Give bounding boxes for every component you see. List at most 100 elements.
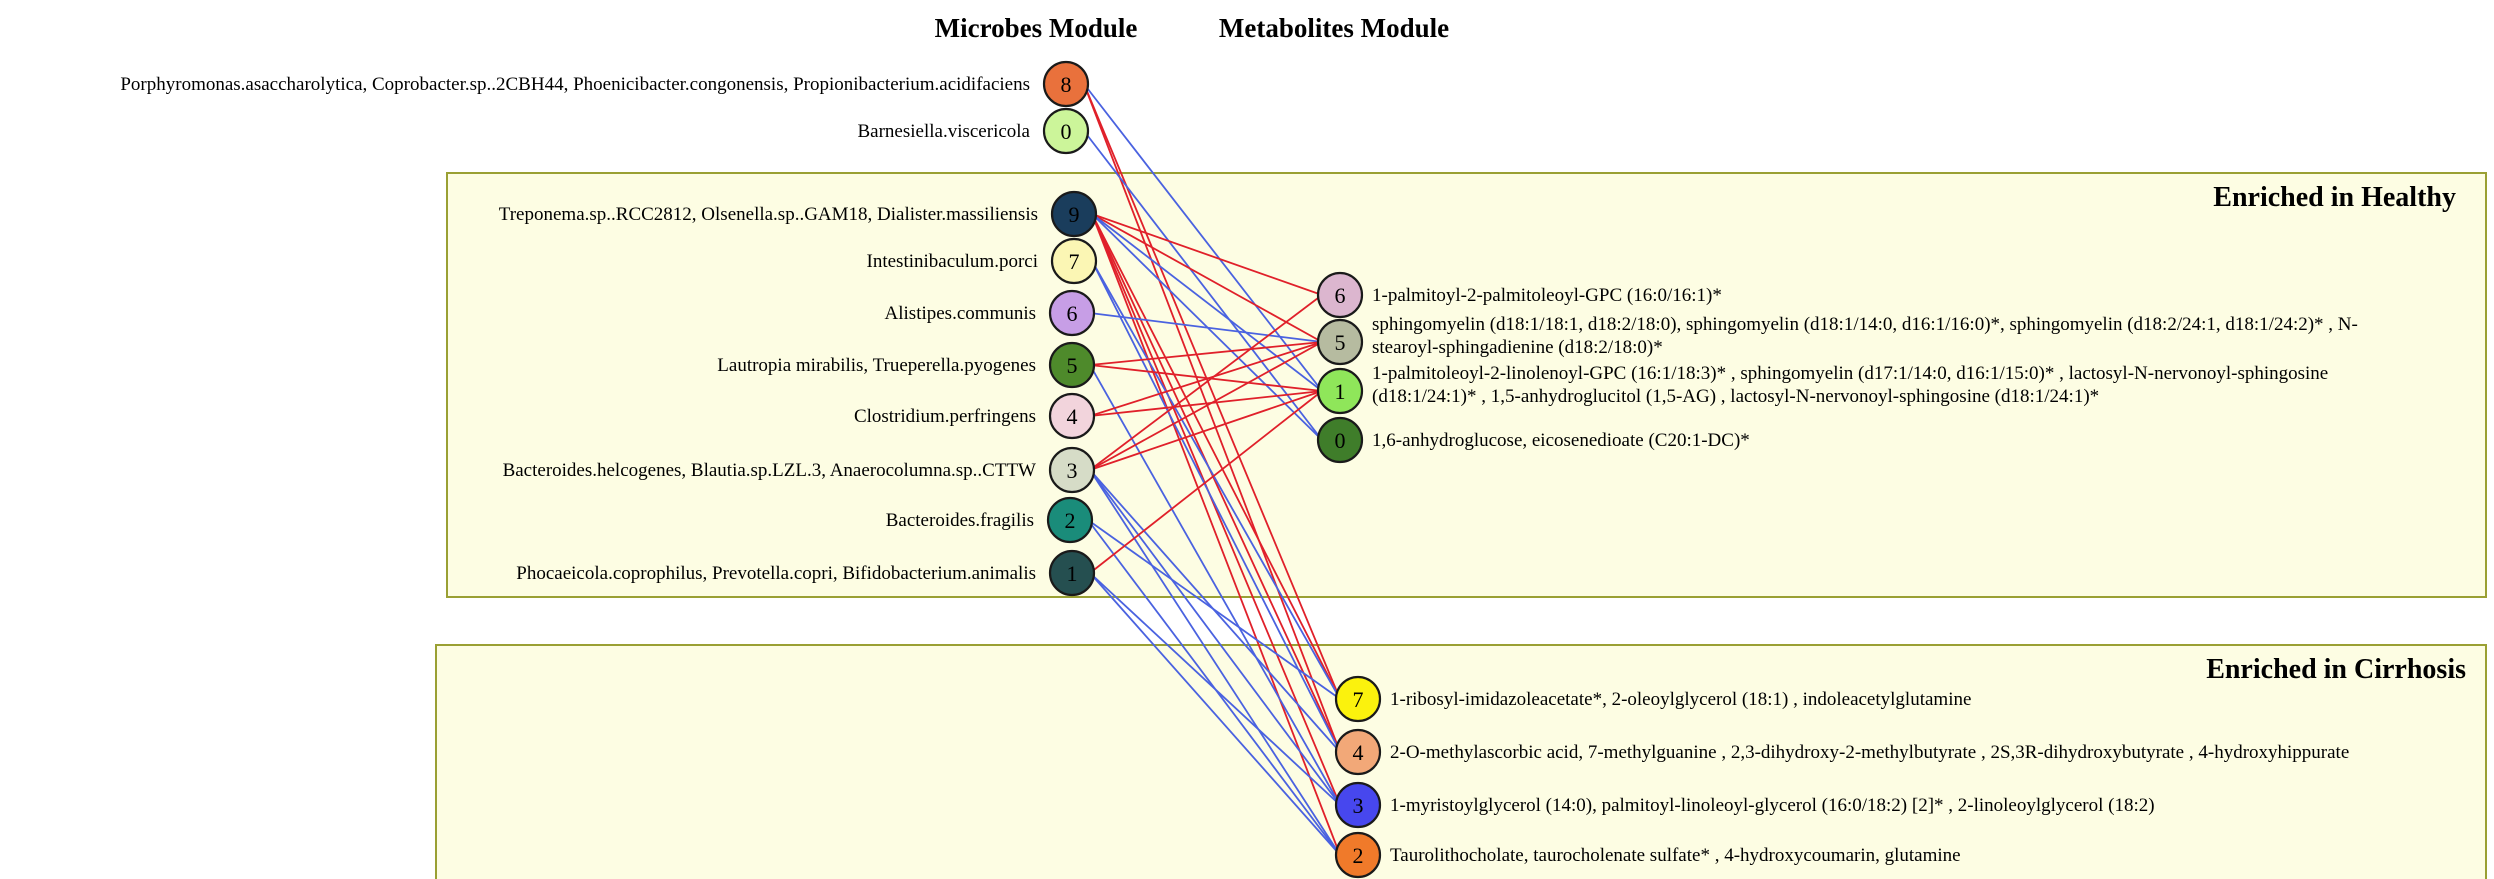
edge-microbe-1-to-metabolite-2 — [1089, 572, 1341, 856]
edge-microbe-0-to-metabolite-0 — [1083, 130, 1323, 441]
microbe-node-number: 9 — [1069, 202, 1080, 227]
microbe-node-circle — [1048, 549, 1096, 597]
microbe-node-circle — [1042, 60, 1090, 108]
metabolite-node-circle — [1316, 416, 1364, 464]
edge-microbe-5-to-metabolite-5 — [1089, 341, 1323, 366]
metabolite-node-number: 2 — [1353, 843, 1364, 868]
microbe-node-circle — [1048, 392, 1096, 440]
microbe-label: Lautropia mirabilis, Trueperella.pyogene… — [717, 355, 1036, 376]
edge-microbe-6-to-metabolite-5 — [1089, 312, 1323, 343]
microbe-node-number: 5 — [1067, 353, 1078, 378]
metabolite-label-line: 1-myristoylglycerol (14:0), palmitoyl-li… — [1390, 795, 2155, 816]
metabolite-node-number: 4 — [1353, 740, 1364, 765]
microbe-node-number: 1 — [1067, 561, 1078, 586]
microbe-node-5[interactable]: 5 Lautropia mirabilis, Trueperella.pyogen… — [717, 341, 1096, 389]
metabolite-label-line: Taurolithocholate, taurocholenate sulfat… — [1390, 845, 1961, 866]
microbe-label: Porphyromonas.asaccharolytica, Coprobact… — [120, 74, 1030, 95]
metabolites-module-header: Metabolites Module — [1219, 13, 1449, 43]
edge-microbe-1-to-metabolite-3 — [1089, 572, 1341, 806]
microbe-nodes-layer: 8 Porphyromonas.asaccharolytica, Coprobac… — [120, 60, 1098, 597]
edge-microbe-3-to-metabolite-5 — [1089, 341, 1323, 471]
microbe-node-2[interactable]: 2 Bacteroides.fragilis — [886, 496, 1094, 544]
microbe-node-number: 7 — [1069, 249, 1080, 274]
metabolite-node-0[interactable]: 0 1,6-anhydroglucose, eicosenedioate (C20… — [1316, 416, 1750, 464]
metabolite-node-circle — [1334, 675, 1382, 723]
microbe-node-number: 8 — [1061, 72, 1072, 97]
cirrhosis-group-title: Enriched in Cirrhosis — [2206, 654, 2466, 685]
microbe-node-7[interactable]: 7 Intestinibaculum.porci — [867, 237, 1098, 285]
microbe-label: Alistipes.communis — [885, 303, 1036, 324]
microbe-label: Barnesiella.viscericola — [857, 121, 1030, 142]
microbe-node-number: 6 — [1067, 301, 1078, 326]
edge-microbe-3-to-metabolite-6 — [1089, 294, 1323, 471]
edge-microbe-8-to-metabolite-4 — [1083, 83, 1341, 753]
edge-microbe-9-to-metabolite-4 — [1091, 213, 1341, 753]
metabolite-node-number: 1 — [1335, 379, 1346, 404]
metabolite-node-circle — [1334, 781, 1382, 829]
microbe-label: Bacteroides.helcogenes, Blautia.sp.LZL.3… — [503, 460, 1036, 481]
metabolite-label-line: stearoyl-sphingadienine (d18:2/18:0)* — [1372, 337, 1663, 358]
microbe-node-9[interactable]: 9 Treponema.sp..RCC2812, Olsenella.sp..GA… — [499, 190, 1098, 238]
microbe-label: Bacteroides.fragilis — [886, 510, 1034, 531]
microbe-node-circle — [1048, 341, 1096, 389]
healthy-group-title: Enriched in Healthy — [2213, 182, 2456, 213]
microbe-node-circle — [1046, 496, 1094, 544]
microbe-node-1[interactable]: 1 Phocaeicola.coprophilus, Prevotella.cop… — [516, 549, 1096, 597]
metabolite-node-7[interactable]: 7 1-ribosyl-imidazoleacetate*, 2-oleoylgl… — [1334, 675, 1971, 723]
microbe-node-3[interactable]: 3 Bacteroides.helcogenes, Blautia.sp.LZL.… — [503, 446, 1096, 494]
metabolite-label-line: 1-ribosyl-imidazoleacetate*, 2-oleoylgly… — [1390, 689, 1971, 710]
microbe-node-number: 0 — [1061, 119, 1072, 144]
metabolite-node-circle — [1334, 728, 1382, 776]
metabolite-node-5[interactable]: 5 sphingomyelin (d18:1/18:1, d18:2/18:0),… — [1316, 314, 2358, 366]
microbe-node-6[interactable]: 6 Alistipes.communis — [885, 289, 1096, 337]
metabolite-nodes-layer: 6 1-palmitoyl-2-palmitoleoyl-GPC (16:0/16… — [1316, 271, 2358, 879]
edge-microbe-3-to-metabolite-1 — [1089, 390, 1323, 471]
metabolite-node-number: 7 — [1353, 687, 1364, 712]
metabolite-label-line: 1,6-anhydroglucose, eicosenedioate (C20:… — [1372, 430, 1750, 451]
metabolite-node-number: 6 — [1335, 283, 1346, 308]
metabolite-node-circle — [1316, 367, 1364, 415]
metabolite-node-circle — [1334, 831, 1382, 879]
microbe-node-number: 2 — [1065, 508, 1076, 533]
metabolite-node-6[interactable]: 6 1-palmitoyl-2-palmitoleoyl-GPC (16:0/16… — [1316, 271, 1722, 319]
edge-microbe-9-to-metabolite-6 — [1091, 213, 1323, 296]
edge-microbe-1-to-metabolite-1 — [1089, 390, 1323, 574]
edge-microbe-9-to-metabolite-1 — [1091, 213, 1323, 392]
edges-layer — [1083, 83, 1341, 856]
microbes-module-header: Microbes Module — [935, 13, 1138, 43]
microbe-label: Treponema.sp..RCC2812, Olsenella.sp..GAM… — [499, 204, 1038, 225]
edge-microbe-3-to-metabolite-3 — [1089, 469, 1341, 806]
microbe-node-number: 4 — [1067, 404, 1078, 429]
metabolite-node-2[interactable]: 2 Taurolithocholate, taurocholenate sulfa… — [1334, 831, 1961, 879]
edge-microbe-4-to-metabolite-5 — [1089, 341, 1323, 417]
edge-microbe-3-to-metabolite-2 — [1089, 469, 1341, 856]
metabolite-node-4[interactable]: 4 2-O-methylascorbic acid, 7-methylguanin… — [1334, 728, 2349, 776]
microbe-label: Intestinibaculum.porci — [867, 251, 1038, 272]
metabolite-label-line: 1-palmitoleoyl-2-linolenoyl-GPC (16:1/18… — [1372, 363, 2328, 384]
metabolite-label-line: 1-palmitoyl-2-palmitoleoyl-GPC (16:0/16:… — [1372, 285, 1722, 306]
microbe-node-circle — [1048, 446, 1096, 494]
microbe-node-circle — [1050, 190, 1098, 238]
microbe-label: Clostridium.perfringens — [854, 406, 1036, 427]
microbe-node-circle — [1048, 289, 1096, 337]
metabolite-node-circle — [1316, 271, 1364, 319]
microbe-label: Phocaeicola.coprophilus, Prevotella.copr… — [516, 563, 1036, 584]
edge-microbe-9-to-metabolite-7 — [1091, 213, 1341, 700]
microbe-node-8[interactable]: 8 Porphyromonas.asaccharolytica, Coprobac… — [120, 60, 1090, 108]
metabolite-label-line: sphingomyelin (d18:1/18:1, d18:2/18:0), … — [1372, 314, 2358, 335]
microbe-node-4[interactable]: 4 Clostridium.perfringens — [854, 392, 1096, 440]
metabolite-node-3[interactable]: 3 1-myristoylglycerol (14:0), palmitoyl-l… — [1334, 781, 2155, 829]
microbe-node-circle — [1042, 107, 1090, 155]
metabolite-label-line: 2-O-methylascorbic acid, 7-methylguanine… — [1390, 742, 2349, 763]
metabolite-node-1[interactable]: 1 1-palmitoleoyl-2-linolenoyl-GPC (16:1/1… — [1316, 363, 2328, 415]
microbe-node-0[interactable]: 0 Barnesiella.viscericola — [857, 107, 1090, 155]
microbe-node-number: 3 — [1067, 458, 1078, 483]
edge-microbe-2-to-metabolite-7 — [1087, 519, 1341, 700]
edge-microbe-8-to-metabolite-1 — [1083, 83, 1323, 392]
metabolite-label-line: (d18:1/24:1)* , 1,5-anhydroglucitol (1,5… — [1372, 386, 2099, 407]
metabolite-node-number: 3 — [1353, 793, 1364, 818]
edge-microbe-9-to-metabolite-5 — [1091, 213, 1323, 343]
edge-microbe-4-to-metabolite-1 — [1089, 390, 1323, 417]
edge-microbe-7-to-metabolite-7 — [1091, 260, 1341, 700]
